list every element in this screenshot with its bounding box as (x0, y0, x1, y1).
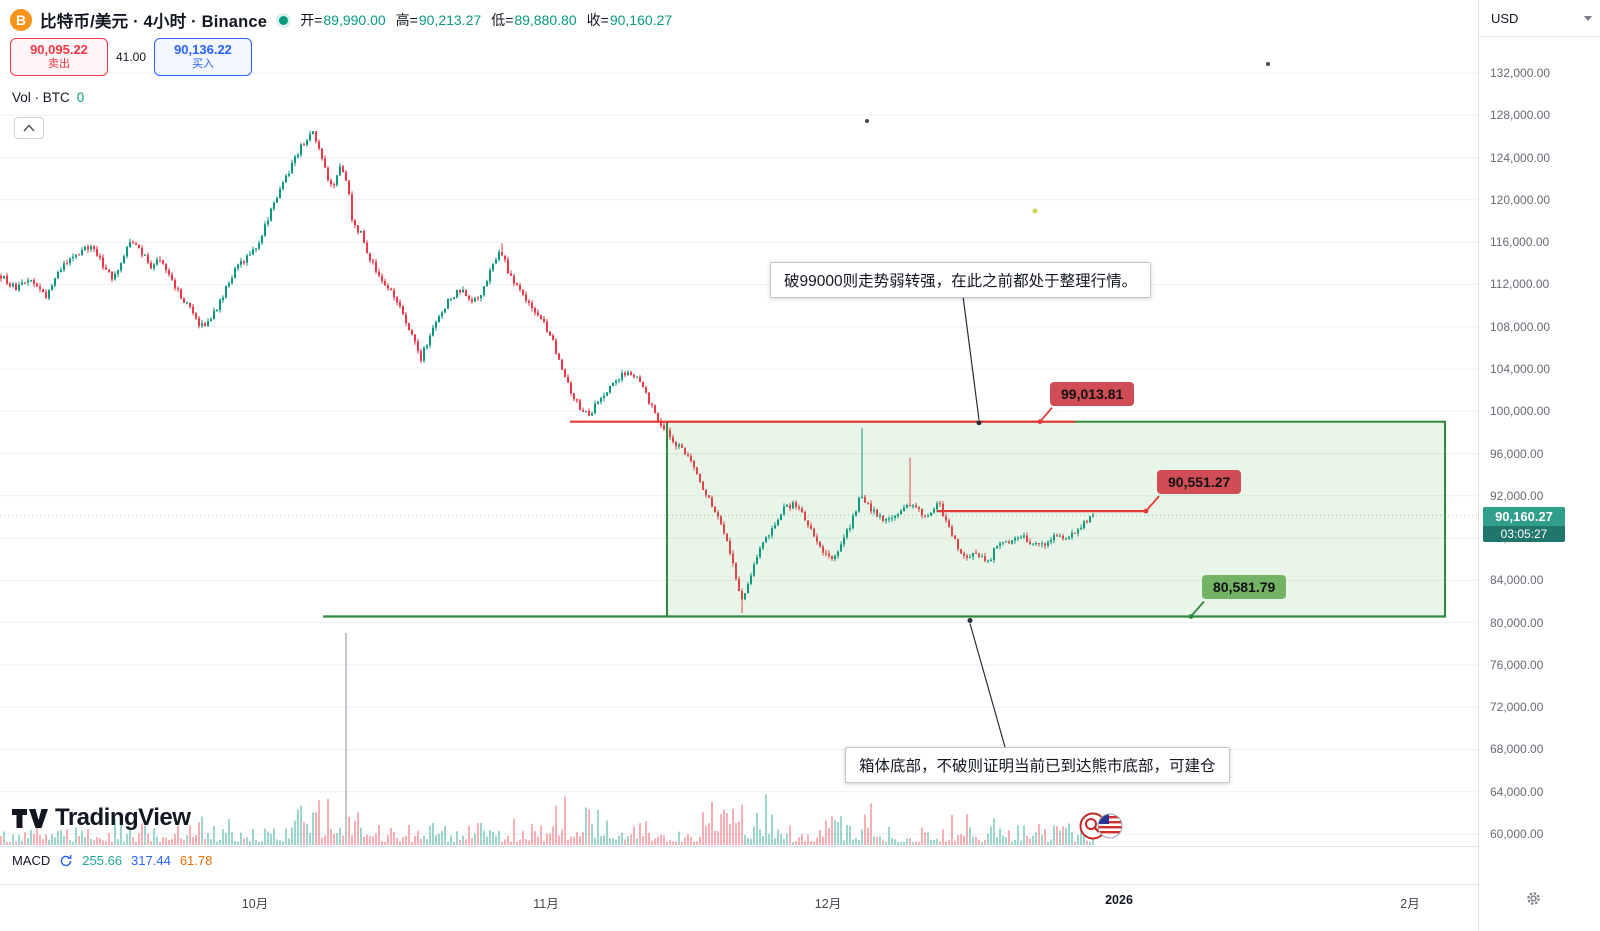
price-tick: 96,000.00 (1490, 446, 1544, 461)
buy-label: 买入 (192, 58, 214, 71)
volume-label: Vol · BTC (12, 90, 70, 105)
price-tick: 76,000.00 (1490, 657, 1544, 672)
price-tick: 60,000.00 (1490, 827, 1544, 842)
price-tick: 100,000.00 (1490, 404, 1551, 419)
currency-selector[interactable]: USD (1479, 0, 1600, 37)
price-tick: 128,000.00 (1490, 108, 1551, 123)
pane-divider (0, 884, 1600, 885)
price-tick: 104,000.00 (1490, 361, 1551, 376)
sell-button[interactable]: 90,095.22 卖出 (10, 38, 108, 76)
sell-price: 90,095.22 (30, 42, 88, 58)
time-tick: 12月 (814, 897, 842, 911)
price-axis[interactable]: USD 132,000.00 128,000.00 124,000.00 120,00… (1478, 0, 1600, 931)
tradingview-logo-text: TradingView (55, 804, 191, 831)
pane-divider[interactable] (0, 846, 1478, 847)
price-tick: 120,000.00 (1490, 192, 1551, 207)
volume-value: 0 (76, 90, 85, 105)
open-label: 开= (300, 12, 323, 28)
low-label: 低= (491, 12, 514, 28)
price-tick: 124,000.00 (1490, 150, 1551, 165)
legend-collapse-button[interactable] (14, 117, 44, 139)
chart-legend: B 比特币/美元 · 4小时 · Binance 开=89,990.00 高=9… (10, 8, 672, 32)
bar-countdown: 03:05:27 (1483, 525, 1565, 542)
close-value: 90,160.27 (609, 12, 673, 28)
price-tick: 72,000.00 (1490, 700, 1544, 715)
tradingview-logo-icon (12, 808, 48, 828)
time-axis[interactable]: 10月 11月 12月 2026 2月 (0, 885, 1478, 931)
time-tick: 10月 (241, 897, 269, 911)
time-tick: 2026 (1105, 893, 1133, 907)
annotation-bottom-note[interactable]: 箱体底部，不破则证明当前已到达熊市底部，可建仓 (845, 747, 1230, 783)
high-label: 高= (395, 12, 418, 28)
last-price-value: 90,160.27 (1483, 506, 1565, 526)
candles (0, 130, 1094, 614)
time-tick: 2月 (1400, 897, 1420, 911)
macd-signal-value: 61.78 (179, 853, 213, 868)
macd-label: MACD (12, 853, 51, 868)
consolidation-box (666, 420, 1446, 618)
price-tick: 132,000.00 (1490, 66, 1551, 80)
macd-indicator-row: MACD 255.66 317.44 61.78 (12, 853, 212, 868)
high-value: 90,213.27 (418, 12, 482, 28)
tradingview-logo[interactable]: TradingView (12, 804, 191, 832)
last-price-badge: 90,160.27 03:05:27 (1483, 506, 1565, 542)
sell-label: 卖出 (48, 58, 70, 71)
price-tick: 112,000.00 (1490, 277, 1550, 292)
volume-bars (0, 633, 1094, 845)
trade-widget: 90,095.22 卖出 41.00 90,136.22 买入 (10, 38, 252, 76)
promo-badge[interactable] (1078, 808, 1126, 849)
chart-canvas[interactable] (0, 0, 1478, 846)
settings-gear-icon[interactable] (1525, 890, 1542, 912)
market-open-dot (279, 15, 289, 25)
symbol-title[interactable]: 比特币/美元 · 4小时 · Binance (40, 13, 268, 31)
bitcoin-icon: B (10, 9, 32, 31)
price-tick: 116,000.00 (1490, 235, 1550, 250)
price-tick: 68,000.00 (1490, 742, 1544, 757)
price-tick: 64,000.00 (1490, 784, 1544, 799)
buy-price: 90,136.22 (174, 42, 232, 58)
low-value: 89,880.80 (514, 12, 577, 28)
chevron-down-icon (1584, 15, 1592, 21)
macd-line-value: 317.44 (131, 853, 171, 868)
annotation-top-note[interactable]: 破99000则走势弱转强，在此之前都处于整理行情。 (770, 262, 1152, 298)
buy-button[interactable]: 90,136.22 买入 (154, 38, 252, 76)
resistance-price-label[interactable]: 99,013.81 (1050, 381, 1135, 406)
spread-value: 41.00 (115, 50, 147, 64)
volume-legend: Vol · BTC 0 (12, 90, 84, 105)
close-label: 收= (586, 12, 609, 28)
refresh-icon[interactable] (59, 854, 73, 868)
mid-price-label[interactable]: 90,551.27 (1157, 470, 1242, 495)
price-tick: 84,000.00 (1490, 573, 1544, 588)
currency-label: USD (1491, 10, 1519, 26)
price-tick: 80,000.00 (1490, 615, 1544, 630)
price-tick: 108,000.00 (1490, 319, 1551, 334)
us-flag-icon (1098, 814, 1122, 838)
ohlc-values: 开=89,990.00 高=90,213.27 低=89,880.80 收=90… (300, 10, 672, 30)
open-value: 89,990.00 (323, 12, 386, 28)
price-tick: 92,000.00 (1490, 488, 1544, 503)
macd-histogram-value: 255.66 (82, 853, 123, 868)
time-tick: 11月 (533, 897, 559, 911)
chevron-up-icon (23, 124, 35, 132)
support-price-label[interactable]: 80,581.79 (1202, 575, 1287, 600)
